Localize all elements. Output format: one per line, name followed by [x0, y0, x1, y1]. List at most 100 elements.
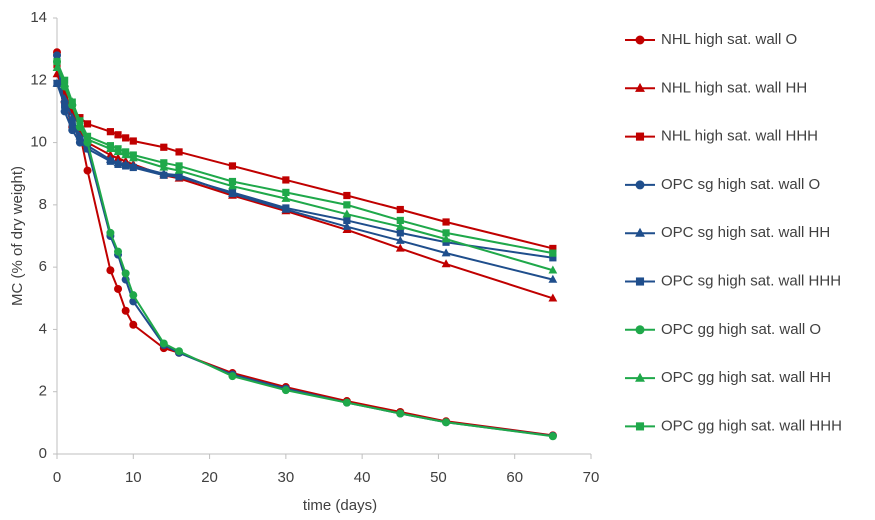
marker	[83, 166, 92, 175]
marker	[160, 143, 168, 151]
marker	[175, 347, 184, 356]
marker	[343, 216, 351, 225]
marker	[548, 265, 558, 274]
legend-marker	[635, 277, 645, 286]
legend-label: OPC sg high sat. wall HH	[661, 224, 830, 241]
marker	[548, 293, 558, 302]
marker	[114, 247, 123, 256]
marker	[282, 188, 290, 196]
series-line	[56, 52, 553, 437]
marker	[228, 162, 237, 170]
x-axis-label: time (days)	[303, 497, 377, 514]
marker	[83, 145, 92, 153]
marker	[395, 221, 405, 230]
marker	[83, 120, 92, 128]
y-axis-label: MC (% of dry weight)	[9, 166, 26, 306]
marker	[442, 218, 450, 226]
marker	[106, 142, 114, 150]
x-tick-label: 60	[506, 469, 523, 486]
marker	[396, 229, 404, 237]
marker	[441, 248, 451, 257]
marker	[53, 58, 61, 66]
marker	[228, 177, 237, 186]
marker	[281, 386, 290, 395]
legend-label: OPC gg high sat. wall HHH	[661, 417, 842, 434]
marker	[129, 137, 137, 145]
marker	[396, 409, 405, 418]
marker	[228, 188, 237, 196]
marker	[68, 107, 76, 116]
legend-marker	[635, 422, 645, 431]
marker	[343, 191, 351, 200]
x-tick-label: 20	[201, 469, 218, 486]
legend-marker	[635, 325, 645, 335]
series-line	[56, 73, 554, 300]
legend-label: OPC gg high sat. wall O	[661, 321, 821, 338]
legend-label: OPC sg high sat. wall HHH	[661, 272, 841, 289]
marker	[114, 145, 122, 153]
marker	[61, 76, 69, 84]
marker	[175, 148, 183, 156]
x-tick-label: 30	[278, 469, 295, 486]
legend-label: OPC gg high sat. wall HH	[661, 369, 831, 386]
y-tick-label: 2	[39, 383, 47, 400]
marker	[106, 150, 115, 159]
marker	[442, 229, 450, 237]
marker	[122, 148, 130, 156]
marker	[342, 221, 352, 230]
marker	[159, 339, 168, 348]
marker	[282, 176, 290, 184]
marker	[441, 259, 451, 268]
marker	[395, 235, 405, 244]
marker	[396, 216, 404, 225]
y-tick-label: 8	[39, 196, 47, 213]
marker	[68, 120, 76, 128]
marker	[160, 171, 168, 179]
marker	[548, 274, 558, 283]
x-tick-label: 70	[583, 469, 600, 486]
marker	[175, 173, 183, 181]
marker	[106, 266, 115, 275]
marker	[342, 209, 352, 218]
marker	[396, 205, 404, 214]
x-tick-label: 0	[53, 469, 61, 486]
y-tick-label: 4	[39, 320, 47, 337]
marker	[121, 306, 130, 315]
marker	[129, 163, 137, 172]
legend-marker	[635, 35, 645, 45]
marker	[76, 135, 84, 144]
marker	[549, 244, 557, 253]
x-tick-label: 10	[125, 469, 142, 486]
marker	[122, 134, 130, 142]
marker	[106, 128, 114, 136]
legend-label: NHL high sat. wall HH	[661, 79, 807, 96]
legend-label: OPC sg high sat. wall O	[661, 176, 820, 193]
y-tick-label: 10	[30, 134, 47, 151]
marker	[61, 101, 69, 109]
marker	[228, 372, 237, 381]
marker	[114, 131, 122, 139]
legend-marker	[635, 372, 645, 382]
x-tick-label: 50	[430, 469, 447, 486]
marker	[68, 98, 76, 106]
marker	[114, 160, 122, 168]
series-line	[56, 82, 554, 281]
legend-marker	[635, 132, 645, 141]
marker	[129, 291, 138, 300]
marker	[53, 51, 61, 60]
marker	[83, 132, 92, 140]
marker	[549, 254, 557, 262]
legend-label: NHL high sat. wall HHH	[661, 128, 818, 145]
marker	[342, 398, 351, 407]
marker	[114, 284, 123, 293]
marker	[53, 79, 61, 87]
legend-marker	[635, 82, 645, 92]
marker	[174, 165, 184, 174]
marker	[343, 201, 351, 209]
legend-label: NHL high sat. wall O	[661, 31, 797, 48]
legend-marker	[635, 180, 645, 190]
marker	[281, 193, 291, 202]
y-tick-label: 12	[30, 71, 47, 88]
marker	[548, 432, 557, 441]
marker	[106, 228, 115, 237]
